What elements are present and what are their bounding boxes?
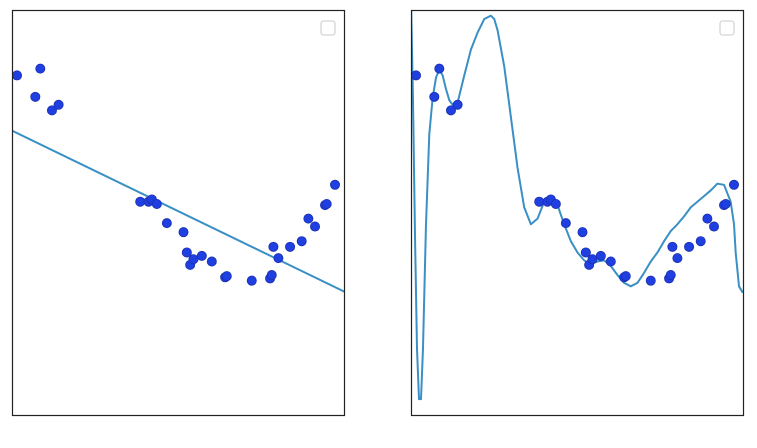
data-point bbox=[452, 99, 463, 110]
data-point bbox=[321, 198, 332, 209]
data-point bbox=[667, 241, 678, 252]
data-point bbox=[30, 91, 41, 102]
data-point bbox=[12, 70, 22, 81]
left-subplot bbox=[11, 9, 346, 417]
data-point bbox=[434, 63, 445, 74]
axes-frame bbox=[11, 9, 346, 417]
data-point bbox=[330, 179, 341, 190]
legend-box bbox=[320, 20, 336, 36]
data-point bbox=[577, 227, 588, 238]
data-point bbox=[560, 218, 571, 229]
data-point bbox=[729, 179, 740, 190]
data-point bbox=[580, 247, 591, 258]
data-point bbox=[665, 270, 676, 281]
right-subplot bbox=[410, 9, 745, 417]
data-point bbox=[429, 91, 440, 102]
plot-content bbox=[12, 63, 345, 293]
data-point bbox=[684, 241, 695, 252]
data-point bbox=[587, 254, 598, 265]
data-point bbox=[221, 271, 232, 282]
data-point bbox=[720, 198, 731, 209]
data-point bbox=[188, 254, 199, 265]
data-point bbox=[206, 256, 217, 267]
data-point bbox=[709, 221, 720, 232]
data-point bbox=[645, 275, 656, 286]
data-point bbox=[246, 275, 257, 286]
data-point bbox=[310, 221, 321, 232]
data-point bbox=[534, 196, 545, 207]
data-point bbox=[196, 250, 207, 261]
data-point bbox=[178, 227, 189, 238]
plot-area bbox=[12, 10, 345, 416]
data-point bbox=[605, 256, 616, 267]
data-point bbox=[53, 99, 64, 110]
data-point bbox=[266, 270, 277, 281]
data-point bbox=[135, 196, 146, 207]
data-point bbox=[550, 198, 561, 209]
data-point bbox=[620, 271, 631, 282]
data-point bbox=[303, 213, 314, 224]
data-point bbox=[672, 253, 683, 264]
data-point bbox=[445, 105, 456, 116]
data-point bbox=[595, 250, 606, 261]
data-point bbox=[151, 198, 162, 209]
data-point bbox=[695, 236, 706, 247]
fit-line bbox=[12, 129, 345, 293]
legend-box bbox=[719, 20, 735, 36]
data-point bbox=[273, 253, 284, 264]
data-point bbox=[411, 70, 421, 81]
data-point bbox=[702, 213, 713, 224]
plot-area bbox=[411, 10, 744, 416]
data-point bbox=[181, 247, 192, 258]
data-point bbox=[161, 218, 172, 229]
data-point bbox=[35, 63, 46, 74]
data-point bbox=[296, 236, 307, 247]
axes-frame bbox=[410, 9, 745, 417]
data-point bbox=[46, 105, 57, 116]
data-point bbox=[285, 241, 296, 252]
data-point bbox=[268, 241, 279, 252]
plot-content bbox=[411, 10, 744, 401]
